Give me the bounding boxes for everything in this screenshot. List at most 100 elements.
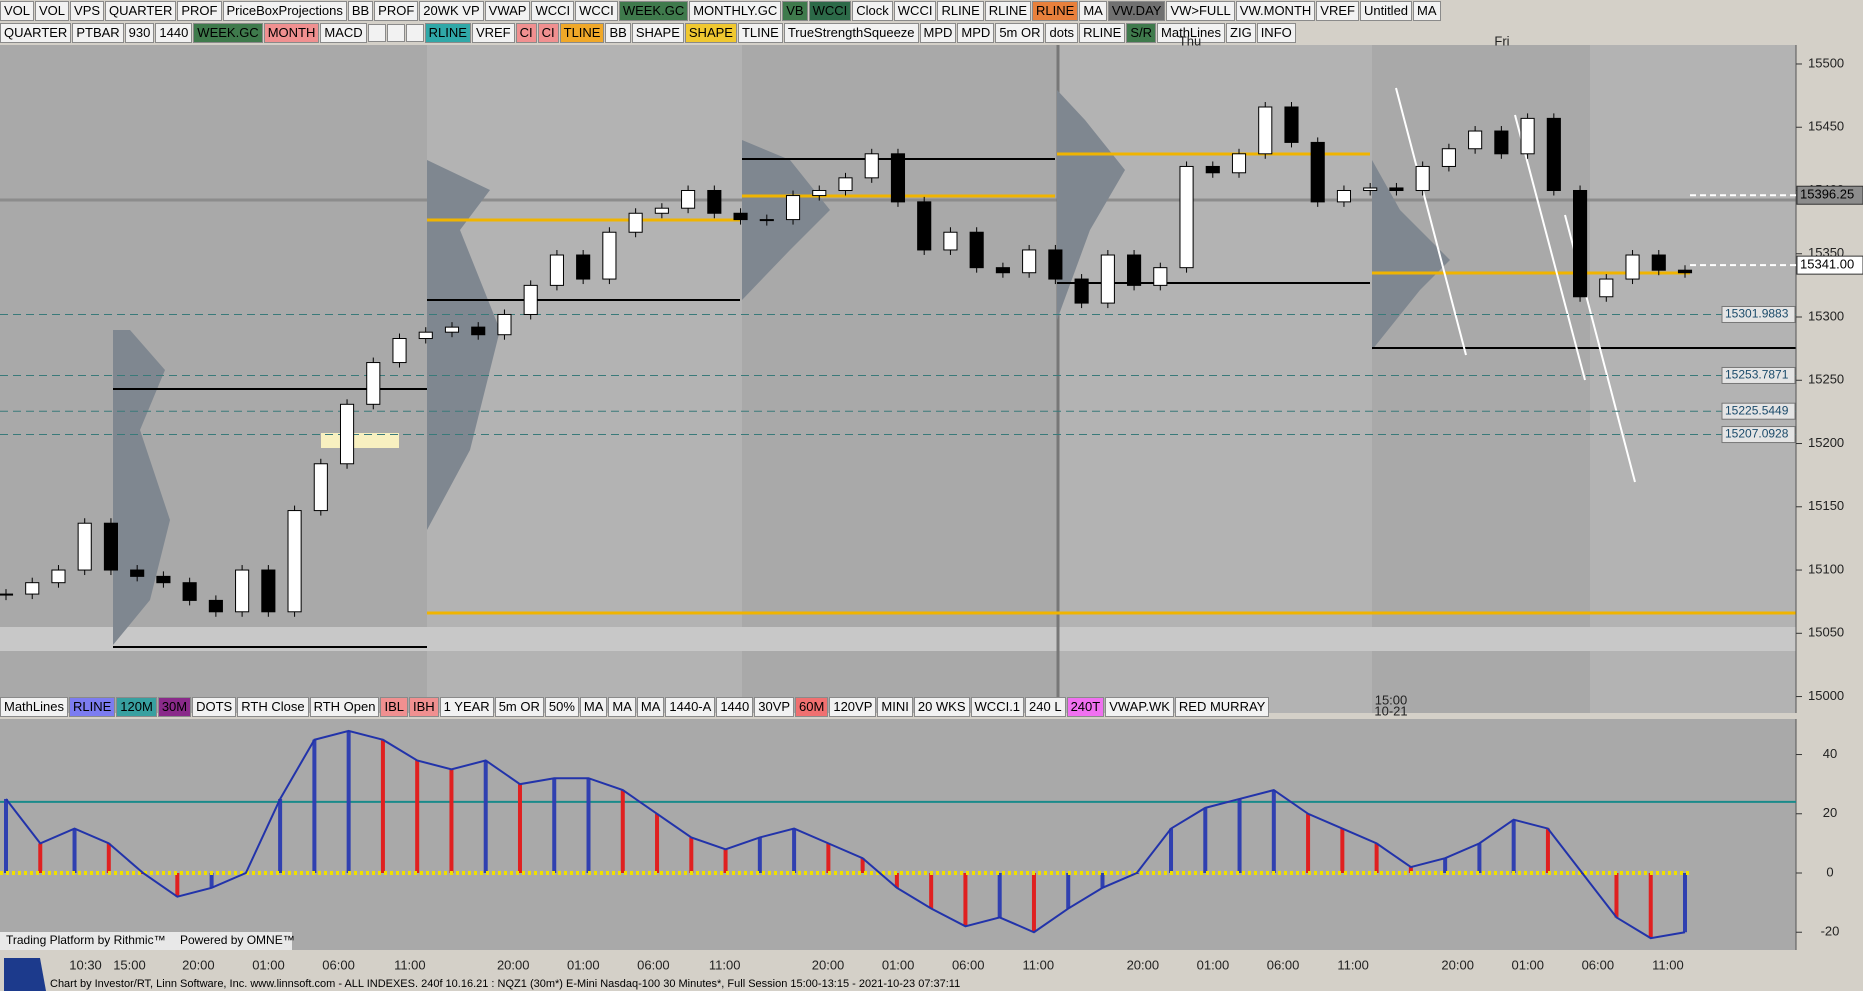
toolbar-button[interactable]: MPD bbox=[957, 22, 995, 43]
toolbar-button[interactable]: 50% bbox=[544, 696, 579, 717]
toolbar-button[interactable]: MA bbox=[1079, 0, 1107, 21]
toolbar-button[interactable]: WCCI bbox=[531, 0, 575, 21]
toolbar-button[interactable]: VPS bbox=[70, 0, 105, 21]
toolbar-button[interactable]: 1 YEAR bbox=[439, 696, 494, 717]
toolbar-button[interactable]: BB bbox=[605, 22, 631, 43]
toolbar-button[interactable]: TLINE bbox=[559, 22, 605, 43]
toolbar-button[interactable]: PROF bbox=[177, 0, 222, 21]
toolbar-button[interactable]: 120VP bbox=[829, 696, 877, 717]
toolbar-button[interactable]: VREF bbox=[1316, 0, 1359, 21]
toolbar-button[interactable]: MathLines bbox=[1157, 22, 1226, 43]
toolbar-button[interactable]: 1440 bbox=[155, 22, 193, 43]
toolbar-button[interactable]: RLINE bbox=[424, 22, 471, 43]
toolbar-button[interactable]: VWAP bbox=[484, 0, 531, 21]
toolbar-button[interactable]: PTBAR bbox=[72, 22, 124, 43]
toolbar-button[interactable]: MPD bbox=[919, 22, 957, 43]
toolbar-button[interactable]: 20WK VP bbox=[419, 0, 484, 21]
toolbar-button[interactable]: 930 bbox=[124, 22, 155, 43]
toolbar-button[interactable]: WCCI.1 bbox=[970, 696, 1025, 717]
toolbar-button[interactable]: 30M bbox=[157, 696, 192, 717]
toolbar-button[interactable]: CI bbox=[537, 22, 559, 43]
toolbar-button[interactable]: MA bbox=[608, 696, 636, 717]
candle-body bbox=[523, 284, 538, 315]
toolbar-button[interactable]: TrueStrengthSqueeze bbox=[783, 22, 919, 43]
toolbar-button[interactable]: VB bbox=[782, 0, 808, 21]
price-axis bbox=[1796, 0, 1863, 713]
toolbar-button[interactable]: SHAPE bbox=[631, 22, 684, 43]
toolbar-button[interactable]: RLINE bbox=[984, 0, 1032, 21]
toolbar-button[interactable]: VOL bbox=[35, 0, 70, 21]
toolbar-button[interactable]: VOL bbox=[0, 0, 35, 21]
toolbar-button[interactable]: MA bbox=[1413, 0, 1441, 21]
toolbar-button[interactable]: PriceBoxProjections bbox=[222, 0, 347, 21]
toolbar-icon[interactable] bbox=[367, 23, 386, 42]
toolbar-button[interactable]: 120M bbox=[116, 696, 157, 717]
toolbar-button[interactable]: MA bbox=[636, 696, 665, 717]
toolbar-button[interactable]: ZIG bbox=[1226, 22, 1256, 43]
toolbar-button[interactable]: Untitled bbox=[1359, 0, 1413, 21]
candle-body bbox=[1179, 165, 1194, 269]
toolbar-icon[interactable] bbox=[386, 23, 405, 42]
toolbar-button[interactable]: WCCI bbox=[808, 0, 852, 21]
toolbar-button[interactable]: IBH bbox=[409, 696, 439, 717]
toolbar-button[interactable]: dots bbox=[1045, 22, 1079, 43]
toolbar-button[interactable]: WCCI bbox=[575, 0, 618, 21]
y-tick-label: 15300 bbox=[1808, 308, 1844, 323]
toolbar-button[interactable]: DOTS bbox=[192, 696, 237, 717]
toolbar-button[interactable]: 5m OR bbox=[995, 22, 1045, 43]
toolbar-button[interactable]: Clock bbox=[852, 0, 893, 21]
toolbar-button[interactable]: 1440 bbox=[716, 696, 754, 717]
candle-body bbox=[1494, 130, 1509, 155]
toolbar-icon[interactable] bbox=[405, 23, 424, 42]
toolbar-button[interactable]: RTH Open bbox=[309, 696, 380, 717]
toolbar-button[interactable]: QUARTER bbox=[0, 22, 72, 43]
toolbar-button[interactable]: WEEK.GC bbox=[193, 22, 263, 43]
toolbar-button[interactable]: RED MURRAY bbox=[1174, 696, 1270, 717]
oscillator-bar bbox=[1100, 873, 1105, 888]
candle-body bbox=[1651, 254, 1666, 271]
toolbar-button[interactable]: 1440-A bbox=[665, 696, 716, 717]
watermark-box bbox=[0, 932, 292, 950]
toolbar-button[interactable]: CI bbox=[515, 22, 537, 43]
toolbar-button[interactable]: VW.MONTH bbox=[1235, 0, 1316, 21]
toolbar-button[interactable]: RLINE bbox=[1079, 22, 1126, 43]
toolbar-button[interactable]: RLINE bbox=[937, 0, 984, 21]
x-tick-label: 11:00 bbox=[1652, 957, 1684, 972]
toolbar-button[interactable]: QUARTER bbox=[105, 0, 177, 21]
toolbar-button[interactable]: WCCI bbox=[893, 0, 937, 21]
toolbar-button[interactable]: MathLines bbox=[0, 696, 68, 717]
candle-body bbox=[1231, 153, 1247, 174]
toolbar-button[interactable]: BB bbox=[347, 0, 374, 21]
toolbar-button[interactable]: MACD bbox=[320, 22, 367, 43]
toolbar-button[interactable]: INFO bbox=[1256, 22, 1296, 43]
toolbar-button[interactable]: 240 L bbox=[1025, 696, 1066, 717]
oscillator-bar bbox=[1408, 867, 1413, 873]
toolbar-button[interactable]: VWAP.WK bbox=[1105, 696, 1174, 717]
toolbar-button[interactable]: 60M bbox=[795, 696, 829, 717]
toolbar-button[interactable]: MA bbox=[579, 696, 608, 717]
oscillator-bar bbox=[1237, 798, 1242, 873]
toolbar-button[interactable]: MONTHLY.GC bbox=[689, 0, 782, 21]
toolbar-button[interactable]: PROF bbox=[374, 0, 419, 21]
toolbar-button[interactable]: TLINE bbox=[737, 22, 783, 43]
candle-body bbox=[943, 231, 958, 251]
toolbar-button[interactable]: SHAPE bbox=[684, 22, 737, 43]
toolbar-button[interactable]: MINI bbox=[877, 696, 913, 717]
toolbar-button[interactable]: S/R bbox=[1126, 22, 1157, 43]
toolbar-button[interactable]: WEEK.GC bbox=[618, 0, 689, 21]
toolbar-button[interactable]: VW.DAY bbox=[1107, 0, 1166, 21]
toolbar-button[interactable]: RLINE bbox=[1032, 0, 1079, 21]
toolbar-button[interactable]: VREF bbox=[471, 22, 515, 43]
toolbar-button[interactable]: 240T bbox=[1066, 696, 1105, 717]
toolbar-button[interactable]: RTH Close bbox=[237, 696, 309, 717]
price-box-label: 15341.00 bbox=[1800, 257, 1854, 272]
toolbar-button[interactable]: 5m OR bbox=[494, 696, 544, 717]
toolbar-button[interactable]: MONTH bbox=[263, 22, 320, 43]
toolbar-button[interactable]: VW>FULL bbox=[1166, 0, 1235, 21]
toolbar-button[interactable]: IBL bbox=[380, 696, 408, 717]
toolbar-button[interactable]: 20 WKS bbox=[913, 696, 970, 717]
level-label-box bbox=[1721, 366, 1796, 384]
toolbar-button[interactable]: RLINE bbox=[68, 696, 116, 717]
toolbar-button[interactable]: 30VP bbox=[754, 696, 795, 717]
toolbar-indicators: QUARTER PTBAR 930 1440 WEEK.GC MONTH MACD RLINE… bbox=[0, 22, 1296, 43]
